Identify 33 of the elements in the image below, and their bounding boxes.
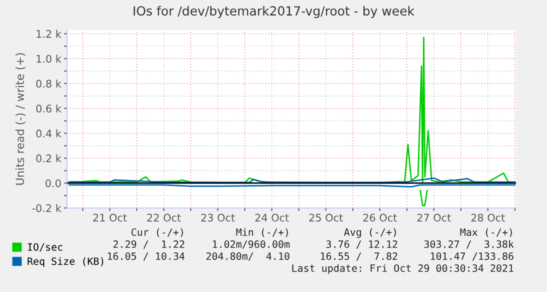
text: 303.27 / 3.38k: [424, 240, 514, 249]
legend-label: Req Size (KB): [28, 257, 104, 267]
y-tick-label: 0.2 k: [36, 154, 62, 162]
text: 101.47 /133.86: [430, 252, 514, 261]
text: 16.05 / 10.34: [108, 252, 185, 261]
y-tick-label: 1.2 k: [36, 30, 62, 38]
text: Cur (-/+): [131, 228, 183, 238]
text: 3.76 / 12.12: [326, 240, 398, 249]
x-tick-label: 28 Oct: [471, 214, 505, 222]
text: 2.29 / 1.22: [114, 240, 184, 249]
y-tick-label: 0.0: [46, 179, 61, 188]
text: 16.55 / 7.82: [320, 252, 398, 261]
text: Max (-/+): [460, 228, 512, 238]
text: Last update: Fri Oct 29 00:30:34 2021: [292, 264, 514, 274]
y-tick-label: -0.2 k: [32, 204, 62, 212]
text: Min (-/+): [236, 228, 288, 238]
x-tick-label: 27 Oct: [417, 214, 451, 222]
y-axis-title: Units read (-) / write (+): [15, 53, 26, 185]
y-tick-label: 1.0 k: [36, 54, 62, 63]
x-tick-label: 25 Oct: [309, 214, 343, 222]
y-tick-label: 0.6 k: [36, 104, 62, 113]
y-tick-label: 0.8 k: [36, 80, 62, 88]
text: Avg (-/+): [344, 228, 396, 238]
x-tick-label: 24 Oct: [255, 214, 289, 222]
legend-label: IO/sec: [28, 243, 62, 252]
x-tick-label: 26 Oct: [363, 214, 397, 222]
text: 204.80m/ 4.10: [206, 252, 290, 261]
x-tick-label: 21 Oct: [93, 214, 127, 222]
chart-title: IOs for /dev/bytemark2017-vg/root - by week: [134, 6, 414, 18]
x-tick-label: 22 Oct: [147, 214, 181, 222]
x-tick-label: 23 Oct: [201, 214, 235, 222]
text: 1.02m/960.00m: [212, 240, 290, 249]
y-tick-label: 0.4 k: [36, 129, 62, 138]
